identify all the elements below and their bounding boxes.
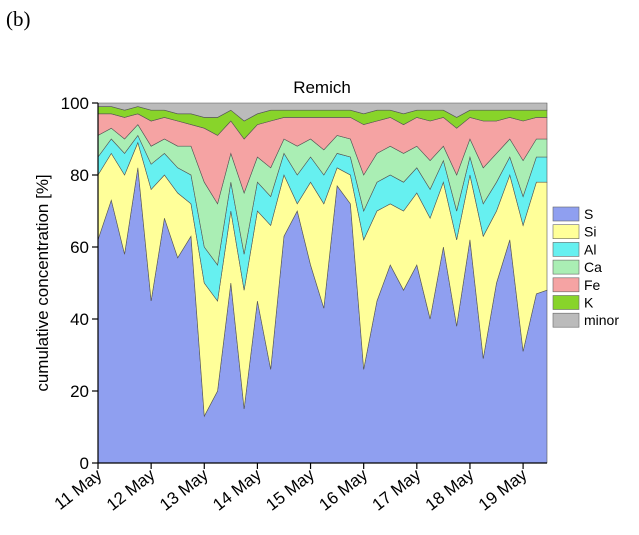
legend-label: Al xyxy=(584,241,596,257)
y-tick-label: 100 xyxy=(61,94,89,113)
legend-swatch xyxy=(552,259,580,275)
y-axis-label: cumulative concentration [%] xyxy=(33,174,52,391)
legend-label: Ca xyxy=(584,259,602,275)
x-tick-label: 12 May xyxy=(103,465,159,515)
x-tick-label: 14 May xyxy=(209,465,265,515)
legend-swatch xyxy=(552,295,580,310)
legend-swatch xyxy=(552,242,580,257)
x-tick-label: 15 May xyxy=(262,465,318,515)
area xyxy=(97,102,548,122)
legend-label: S xyxy=(584,206,593,222)
legend-swatch xyxy=(552,224,580,239)
x-tick-label: 11 May xyxy=(51,465,106,514)
x-tick-label: 16 May xyxy=(316,465,372,515)
y-tick-label: 40 xyxy=(70,310,89,329)
y-tick-label: 0 xyxy=(80,454,89,473)
legend-swatch xyxy=(552,312,580,328)
chart-title: Remich xyxy=(293,78,351,97)
x-tick-label: 13 May xyxy=(156,465,212,515)
x-tick-label: 18 May xyxy=(422,465,478,515)
legend-swatch xyxy=(552,277,580,293)
legend-label: minor xyxy=(584,312,619,328)
legend-label: K xyxy=(584,295,594,311)
y-tick-label: 20 xyxy=(70,382,89,401)
y-tick-label: 60 xyxy=(70,238,89,257)
legend-label: Si xyxy=(584,224,596,240)
y-tick-label: 80 xyxy=(70,166,89,185)
legend-label: Fe xyxy=(584,277,601,293)
legend-swatch xyxy=(552,206,580,222)
x-tick-label: 17 May xyxy=(369,465,425,515)
x-tick-label: 19 May xyxy=(475,465,531,515)
panel-label: (b) xyxy=(6,7,31,31)
